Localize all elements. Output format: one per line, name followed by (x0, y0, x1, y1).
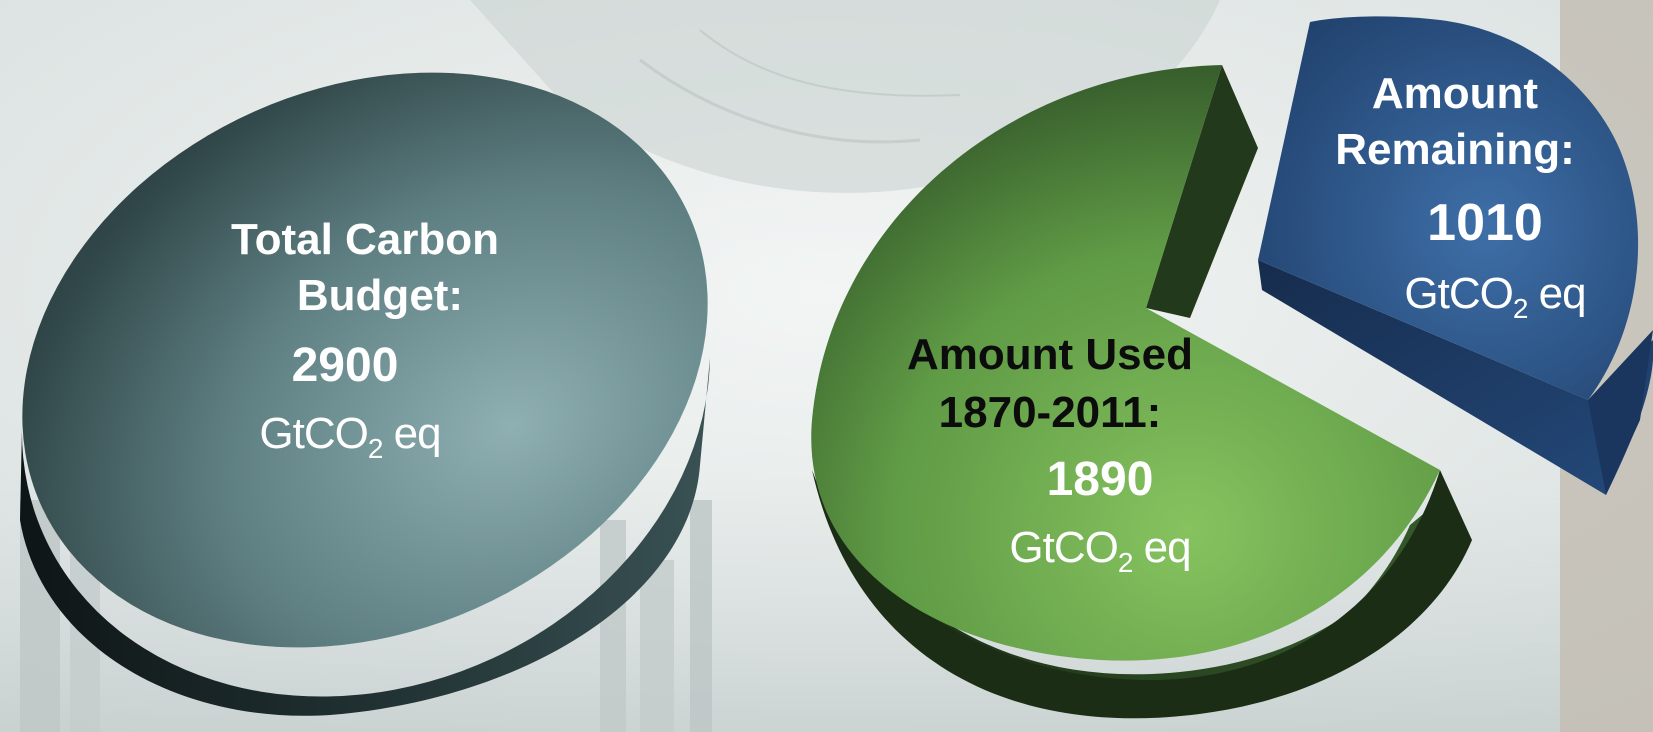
remaining-slice-side (1258, 260, 1653, 495)
total-budget-unit: GtCO2 eq (259, 409, 441, 464)
remaining-unit: GtCO2 eq (1404, 269, 1586, 324)
used-label: Amount Used 1870-2011: (900, 333, 1200, 435)
remaining-title-line1: Amount (1371, 69, 1539, 118)
used-slice-notch (1146, 65, 1258, 318)
remaining-slice-top (1258, 16, 1639, 400)
used-slice-side (812, 455, 1440, 697)
remaining-slice (1258, 16, 1653, 495)
remaining-value: 1010 (1427, 194, 1543, 252)
remaining-title-line2: Remaining: (1335, 125, 1575, 174)
used-slice (811, 65, 1472, 719)
total-budget-pie (20, 72, 710, 716)
used-unit: GtCO2 eq (1009, 523, 1191, 578)
remaining-slice-end (1588, 330, 1653, 495)
remaining-label: Amount Remaining: (1335, 72, 1575, 172)
used-slice-top (811, 65, 1440, 661)
used-title-line2: 1870-2011: (938, 388, 1162, 437)
total-budget-title-line1: Total Carbon (230, 215, 500, 264)
total-budget-label: Total Carbon Budget: (215, 218, 515, 318)
used-value: 1890 (1046, 453, 1154, 506)
total-budget-pie-top (22, 72, 708, 648)
used-title-line1: Amount Used (907, 330, 1193, 379)
total-budget-title-line2: Budget: (296, 271, 464, 320)
used-slice-side-dark (812, 470, 1472, 719)
total-budget-value: 2900 (291, 339, 399, 392)
